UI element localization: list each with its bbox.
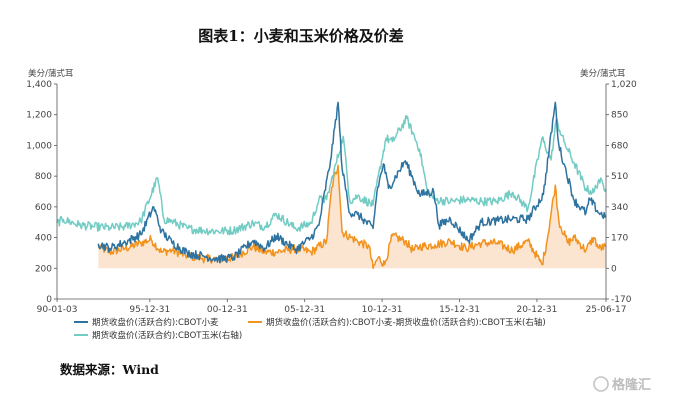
- axes: 0 200 400 600 800 1,000 1,200 1,400 -170 0 170 340 5…: [26, 80, 637, 315]
- left-tick-label: 1,400: [26, 80, 52, 90]
- left-tick-label: 1,000: [26, 141, 52, 151]
- plot-area: [56, 101, 607, 270]
- right-axis-unit: 美分/蒲式耳: [580, 68, 626, 79]
- left-tick-label: 1,200: [26, 111, 52, 121]
- right-tick-label: 850: [611, 111, 628, 121]
- right-tick-label: 1,020: [611, 80, 637, 90]
- left-axis-unit: 美分/蒲式耳: [28, 68, 74, 79]
- left-tick-label: 600: [35, 203, 52, 213]
- watermark-logo: 格隆汇: [593, 376, 651, 393]
- series-line-1: [97, 101, 607, 264]
- x-tick-label: 15-12-31: [439, 305, 480, 315]
- left-tick-label: 400: [35, 234, 52, 244]
- left-tick-label: 0: [46, 295, 52, 305]
- x-tick-label: 05-12-31: [284, 305, 325, 315]
- x-tick-label: 25-06-17: [586, 305, 627, 315]
- legend-label-1: 期货收盘价(活跃合约):CBOT小麦: [92, 317, 219, 328]
- left-tick-label: 200: [35, 264, 52, 274]
- legend-label-3: 期货收盘价(活跃合约):CBOT玉米(右轴): [92, 330, 242, 341]
- x-tick-label: 95-12-31: [129, 305, 170, 315]
- x-tick-label: 00-12-31: [207, 305, 248, 315]
- legend: 期货收盘价(活跃合约):CBOT小麦 期货收盘价(活跃合约):CBOT小麦-期货收…: [74, 317, 546, 341]
- right-tick-label: -170: [611, 295, 632, 305]
- legend-label-2: 期货收盘价(活跃合约):CBOT小麦-期货收盘价(活跃合约):CBOT玉米(右轴…: [266, 317, 546, 328]
- series-line-3: [56, 114, 607, 236]
- data-source: 数据来源：Wind: [59, 362, 159, 377]
- right-tick-label: 510: [611, 172, 628, 182]
- watermark-text: 格隆汇: [612, 377, 651, 393]
- series-area-fill-2: [98, 165, 607, 269]
- x-tick-label: 90-01-03: [37, 305, 78, 315]
- left-tick-label: 800: [35, 172, 52, 182]
- right-tick-label: 680: [611, 141, 628, 151]
- watermark-icon: [593, 376, 609, 392]
- x-tick-label: 20-12-31: [517, 305, 558, 315]
- x-tick-label: 10-12-31: [362, 305, 403, 315]
- chart-title: 图表1：小麦和玉米价格及价差: [198, 27, 403, 45]
- series-line-2: [97, 164, 607, 270]
- right-tick-label: 340: [611, 203, 628, 213]
- right-tick-label: 170: [611, 234, 628, 244]
- right-tick-label: 0: [611, 264, 617, 274]
